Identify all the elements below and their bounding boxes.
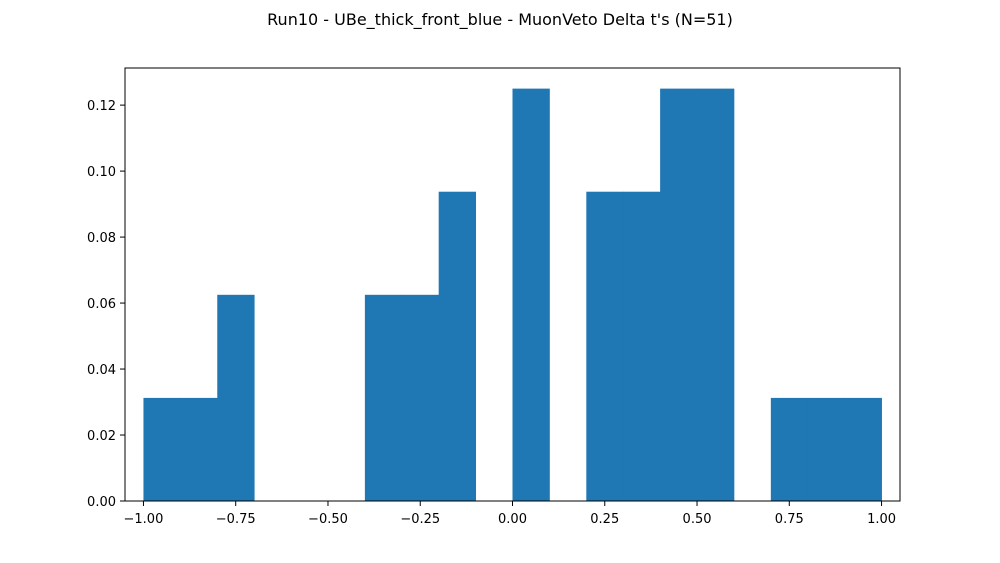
histogram-bar-0: [143, 397, 181, 501]
x-tick-label-0: −1.00: [124, 512, 164, 527]
histogram-bar-18: [807, 397, 846, 501]
x-tick-label-2: −0.50: [308, 512, 348, 527]
y-tick-label-0: 0.00: [87, 495, 116, 510]
y-tick-label-2: 0.04: [87, 363, 116, 378]
histogram-bar-7: [401, 294, 440, 501]
histogram-bar-1: [180, 397, 218, 501]
histogram-bar-12: [586, 191, 624, 501]
x-tick-label-3: −0.25: [400, 512, 440, 527]
y-axis: 0.00 0.02 0.04 0.06 0.08 0.10 0.12: [87, 99, 125, 510]
histogram-bar-17: [770, 397, 809, 501]
x-tick-label-1: −0.75: [216, 512, 256, 527]
x-tick-label-6: 0.50: [683, 512, 712, 527]
y-tick-label-1: 0.02: [87, 429, 116, 444]
x-axis: −1.00 −0.75 −0.50 −0.25 0.00 0.25 0.50 0.75 1.00: [124, 501, 896, 527]
histogram-bar-2: [217, 294, 255, 501]
histogram-bar-13: [623, 191, 661, 501]
histogram-bar-6: [364, 294, 403, 501]
y-tick-label-4: 0.08: [87, 231, 116, 246]
chart-title: Run10 - UBe_thick_front_blue - MuonVeto …: [267, 10, 733, 30]
histogram-bar-19: [844, 397, 882, 501]
x-tick-label-8: 1.00: [867, 512, 896, 527]
histogram-bar-15: [697, 88, 735, 501]
x-tick-label-7: 0.75: [775, 512, 804, 527]
histogram-bar-14: [660, 88, 698, 501]
y-tick-label-5: 0.10: [87, 165, 116, 180]
histogram-bar-10: [512, 88, 550, 501]
y-tick-label-3: 0.06: [87, 297, 116, 312]
x-tick-label-5: 0.25: [590, 512, 619, 527]
y-tick-label-6: 0.12: [87, 99, 116, 114]
histogram-bar-8: [438, 191, 476, 501]
bars-group: [143, 88, 882, 501]
x-tick-label-4: 0.00: [498, 512, 527, 527]
